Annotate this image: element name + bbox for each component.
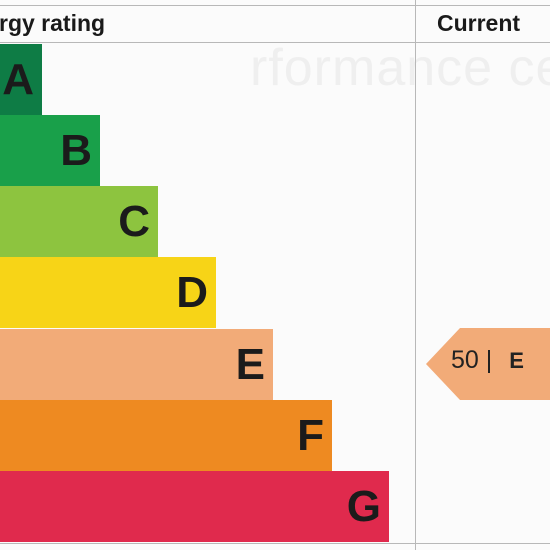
current-rating-band: E (509, 348, 524, 373)
band-f: F (0, 400, 332, 471)
band-f-letter: F (297, 411, 324, 460)
band-e-letter: E (235, 340, 265, 389)
band-c-letter: C (118, 197, 150, 246)
top-border (0, 5, 550, 6)
current-rating-separator: | (485, 346, 493, 374)
band-g: G (0, 471, 389, 542)
band-e: E (0, 329, 273, 400)
band-c: C (0, 186, 158, 257)
bottom-border (0, 543, 550, 544)
watermark-text: rformance certifica (250, 39, 550, 97)
current-header: Current (437, 10, 521, 36)
band-g-letter: G (346, 482, 381, 531)
energy-rating-header: rgy rating (0, 10, 106, 36)
current-rating-score: 50 (451, 346, 479, 374)
band-a-letter: A (2, 55, 34, 104)
band-d-letter: D (176, 268, 208, 317)
header-divider (0, 42, 550, 43)
band-a: A (0, 44, 42, 115)
band-d: D (0, 257, 216, 328)
current-rating-label: 50 | E (451, 346, 524, 375)
column-divider (415, 0, 416, 550)
band-b: B (0, 115, 100, 186)
band-b-letter: B (60, 126, 92, 175)
